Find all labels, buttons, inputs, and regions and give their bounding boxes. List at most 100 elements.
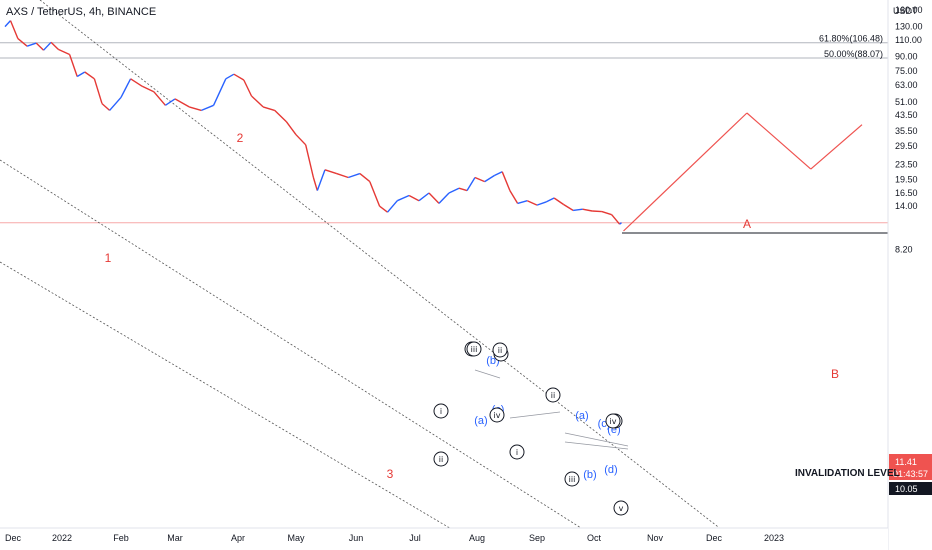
price-segment — [274, 109, 287, 123]
price-segment — [611, 214, 621, 225]
price-segment — [262, 106, 275, 112]
y-tick-label-13: 14.00 — [895, 201, 918, 211]
x-tick-label-6: Jun — [349, 533, 364, 543]
price-segment — [189, 106, 202, 112]
x-tick-label-3: Mar — [167, 533, 183, 543]
price-segment — [397, 194, 410, 202]
price-segment — [348, 172, 361, 179]
price-segment — [536, 201, 547, 206]
wave-label-circled-text: iii — [471, 345, 478, 354]
wave-label-circled-text: i — [440, 407, 442, 416]
wave-label-circled-12: iv — [605, 413, 621, 429]
y-tick-label-8: 35.50 — [895, 126, 918, 136]
y-tick-label-9: 29.50 — [895, 141, 918, 151]
price-segment — [101, 103, 111, 111]
wave-label-circled-7: iii — [564, 471, 580, 487]
price-segment — [336, 172, 349, 179]
price-segment — [509, 190, 519, 204]
price-segment — [50, 41, 59, 50]
wave-labels: 12345AB(a)(b)(c)(d)(e)(a)(b)(c)(d)(e)iii… — [105, 131, 839, 516]
wave-label-circle — [466, 341, 482, 357]
time-axis[interactable] — [0, 528, 888, 550]
wave-label-blue-0: (a) — [474, 415, 487, 427]
wave-label-blue-6: (b) — [583, 469, 596, 481]
y-tick-label-2: 110.00 — [895, 35, 922, 45]
price-segment — [619, 222, 622, 225]
price-segment — [26, 42, 37, 47]
invalidation-price-value: 10.05 — [895, 484, 918, 494]
wave-label-circle — [545, 387, 561, 403]
channel-line-0 — [39, 0, 736, 541]
wave-label-circle — [509, 444, 525, 460]
price-segment — [4, 20, 12, 28]
wave-label-circled-text: i — [516, 448, 518, 457]
price-segment — [386, 200, 398, 213]
price-segment — [285, 121, 297, 136]
wave-label-circled-text: ii — [498, 346, 502, 355]
price-segment — [251, 95, 264, 108]
y-tick-label-5: 63.00 — [895, 80, 918, 90]
price-segment — [466, 177, 476, 191]
x-tick-label-7: Jul — [409, 533, 421, 543]
price-segment — [212, 78, 227, 106]
current-price-tag: 11.41 01:43:57 — [889, 454, 932, 480]
triangle-line-2 — [564, 441, 629, 450]
y-tick-label-6: 51.00 — [895, 97, 918, 107]
wave-label-circle — [492, 342, 508, 358]
wave-label-circle — [433, 403, 449, 419]
wave-label-blue-8: (d) — [604, 464, 617, 476]
price-segment — [474, 176, 485, 183]
triangle-line-0 — [474, 369, 501, 379]
wave-label-circled-5: i — [509, 444, 525, 460]
price-segment — [494, 171, 503, 177]
fib-label-1: 50.00%(88.07) — [824, 49, 883, 59]
price-segment — [369, 181, 381, 207]
x-tick-label-1: 2022 — [52, 533, 72, 543]
price-segment — [573, 208, 583, 212]
price-segment — [527, 200, 538, 206]
y-tick-label-3: 90.00 — [895, 51, 918, 61]
price-segment — [58, 48, 70, 56]
price-segment — [563, 203, 574, 211]
price-segment — [93, 78, 103, 104]
price-segment — [601, 210, 612, 216]
wave-label-circle — [605, 413, 621, 429]
price-segment — [501, 171, 511, 191]
y-tick-label-0: 160.00 — [895, 5, 923, 15]
x-tick-label-11: Nov — [647, 533, 664, 543]
wave-label-red-1: 2 — [237, 131, 244, 145]
wave-label-circle — [433, 451, 449, 467]
projection-segment-0 — [623, 112, 748, 232]
wave-label-circled-text: ii — [551, 391, 555, 400]
price-segment — [438, 192, 450, 204]
wave-label-circled-text: ii — [439, 455, 443, 464]
x-tick-label-12: Dec — [706, 533, 723, 543]
x-tick-label-4: Apr — [231, 533, 245, 543]
price-segment — [458, 187, 468, 192]
price-segment — [233, 73, 245, 81]
price-segment — [174, 98, 190, 108]
x-tick-label-13: 2023 — [764, 533, 784, 543]
y-unit-label: USDT — [893, 6, 918, 16]
x-axis-ticks: Dec 2022 Feb Mar Apr May Jun Jul Aug Sep Oct Nov Dec… — [5, 533, 784, 543]
price-segment — [305, 144, 315, 178]
price-segment — [153, 91, 166, 106]
wave-label-circle — [489, 407, 505, 423]
price-segment — [201, 104, 214, 112]
wave-label-circled-3: iv — [489, 407, 505, 423]
current-price-value: 11.41 — [895, 457, 917, 467]
price-segment — [17, 38, 28, 47]
channel-line-2 — [0, 261, 471, 541]
x-tick-label-5: May — [287, 533, 305, 543]
y-axis-ticks: 160.00 130.00 110.00 90.00 75.00 63.00 51.00 43… — [895, 5, 923, 254]
price-segment — [120, 78, 132, 98]
trend-channels — [0, 0, 736, 541]
triangle-line-1 — [509, 411, 561, 419]
x-tick-label-0: Dec — [5, 533, 22, 543]
projection-segment-2 — [810, 124, 863, 170]
wave-label-circled-1: ii — [433, 451, 449, 467]
y-tick-label-10: 23.50 — [895, 160, 918, 170]
price-segment — [109, 96, 122, 111]
